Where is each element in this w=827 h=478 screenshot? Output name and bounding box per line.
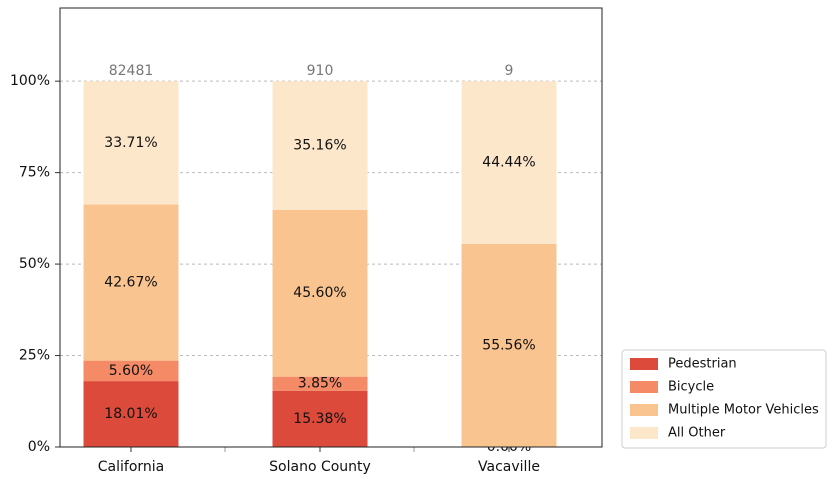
bar-segment <box>272 81 368 210</box>
legend-swatch <box>630 427 658 439</box>
legend-swatch <box>630 381 658 393</box>
total-label: 9 <box>505 63 514 79</box>
y-tick-label: 100% <box>10 73 50 89</box>
data-label: 33.71% <box>104 135 157 151</box>
x-tick-label: Vacaville <box>478 459 540 475</box>
legend-label: Multiple Motor Vehicles <box>668 403 819 418</box>
data-label: 44.44% <box>482 154 535 170</box>
bar-segment <box>272 376 368 391</box>
bar-segment <box>272 390 368 447</box>
data-label: 35.16% <box>293 138 346 154</box>
bar-segment <box>83 81 179 205</box>
total-label: 82481 <box>109 63 154 79</box>
legend-label: Bicycle <box>668 380 714 395</box>
data-label: 5.60% <box>109 363 153 379</box>
legend-swatch <box>630 358 658 370</box>
y-tick-label: 50% <box>19 256 50 272</box>
bar-segment <box>83 381 179 447</box>
x-tick-label: Solano County <box>269 459 371 475</box>
bar-segment <box>272 209 368 377</box>
bar-segment <box>83 204 179 361</box>
data-label: 18.01% <box>104 406 157 422</box>
y-tick-label: 0% <box>28 439 50 455</box>
legend-label: All Other <box>668 426 726 441</box>
bar-segment <box>461 81 557 244</box>
data-label: 42.67% <box>104 275 157 291</box>
legend-label: Pedestrian <box>668 357 737 372</box>
plot-frame <box>59 7 603 448</box>
y-tick-label: 25% <box>19 348 50 364</box>
total-label: 910 <box>307 63 334 79</box>
bar-segment <box>83 360 179 382</box>
data-label: 55.56% <box>482 337 535 353</box>
data-label: 45.60% <box>293 285 346 301</box>
data-label: 15.38% <box>293 411 346 427</box>
legend-swatch <box>630 404 658 416</box>
data-label: 3.85% <box>298 376 342 392</box>
bar-segment <box>461 243 557 447</box>
y-tick-label: 75% <box>19 165 50 181</box>
legend-box <box>621 349 827 449</box>
x-tick-label: California <box>98 459 164 475</box>
